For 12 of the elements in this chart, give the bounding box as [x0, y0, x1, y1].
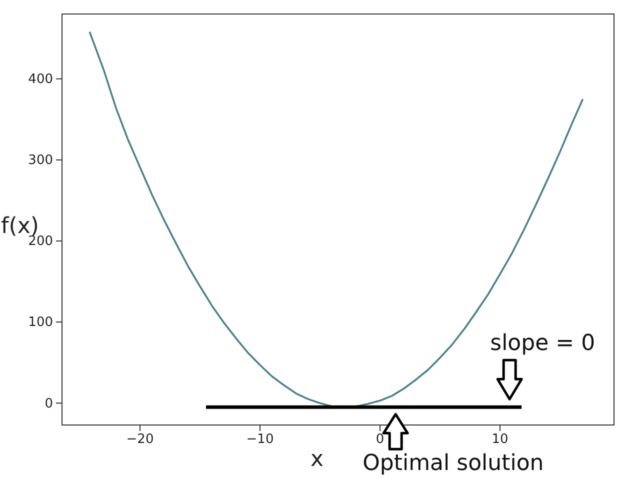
annotation: slope = 0	[490, 331, 596, 356]
x-tick-label: 0	[376, 432, 384, 448]
x-axis-title: x	[310, 447, 324, 472]
y-tick-label: 300	[28, 153, 53, 168]
x-tick-label: −20	[126, 432, 154, 448]
y-tick-label: 400	[28, 72, 53, 88]
x-tick-label: −10	[246, 432, 274, 448]
y-tick-label: 0	[44, 396, 53, 412]
line-series	[88, 30, 584, 408]
x-tick-label: 10	[492, 432, 508, 448]
annotation: Optimal solution	[362, 451, 544, 476]
y-tick-label: 100	[28, 315, 53, 330]
